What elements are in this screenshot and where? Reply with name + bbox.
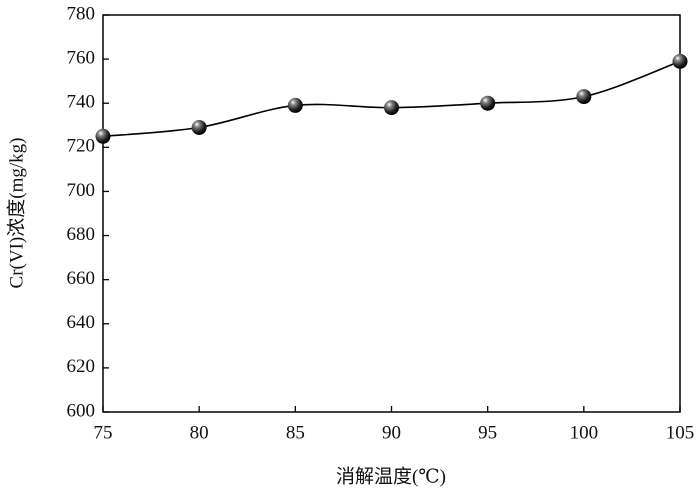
x-tick-label: 80 [190, 422, 209, 443]
y-tick-label: 740 [67, 92, 96, 113]
y-tick-label: 640 [67, 312, 96, 333]
y-tick-label: 680 [67, 224, 96, 245]
x-tick-label: 95 [478, 422, 497, 443]
y-tick-label: 700 [67, 180, 96, 201]
y-axis-label: Cr(VI)浓度(mg/kg) [5, 138, 27, 289]
data-point [287, 97, 303, 113]
data-point [480, 95, 496, 111]
data-point [191, 119, 207, 135]
plot-frame [102, 14, 681, 413]
y-tick-label: 620 [67, 356, 96, 377]
data-point [95, 128, 111, 144]
x-tick-label: 100 [570, 422, 599, 443]
y-tick-label: 760 [67, 47, 96, 68]
y-tick-label: 780 [67, 3, 96, 24]
data-line [102, 60, 681, 138]
x-tick-label: 90 [382, 422, 401, 443]
data-point [672, 53, 688, 69]
y-tick-label: 600 [67, 400, 96, 421]
x-tick-label: 85 [286, 422, 305, 443]
x-tick-label: 105 [666, 422, 695, 443]
x-tick-label: 75 [94, 422, 113, 443]
y-tick-label: 720 [67, 136, 96, 157]
y-tick-label: 660 [67, 268, 96, 289]
data-point [384, 100, 399, 116]
data-point [576, 89, 592, 105]
x-axis-label: 消解温度(℃) [336, 465, 446, 487]
